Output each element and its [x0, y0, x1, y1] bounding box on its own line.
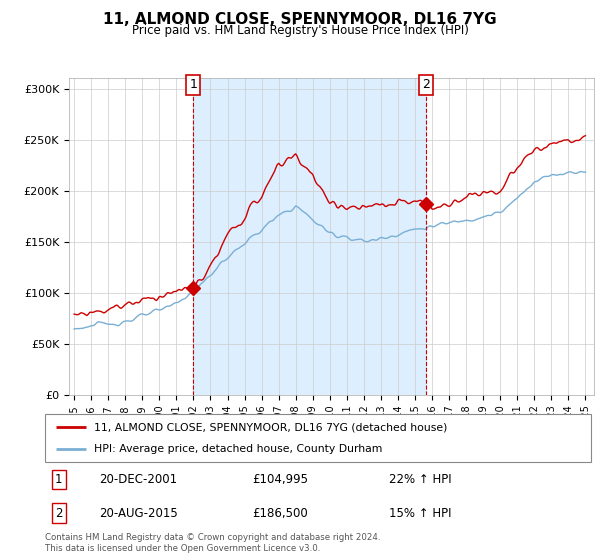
Text: 22% ↑ HPI: 22% ↑ HPI	[389, 473, 452, 486]
Text: 15% ↑ HPI: 15% ↑ HPI	[389, 507, 451, 520]
Text: Contains HM Land Registry data © Crown copyright and database right 2024.
This d: Contains HM Land Registry data © Crown c…	[45, 533, 380, 553]
Text: 1: 1	[190, 78, 197, 91]
Bar	[193, 78, 426, 395]
Text: 1: 1	[55, 473, 62, 486]
Text: 2: 2	[55, 507, 62, 520]
Text: 2: 2	[422, 78, 430, 91]
FancyBboxPatch shape	[45, 414, 591, 462]
Text: HPI: Average price, detached house, County Durham: HPI: Average price, detached house, Coun…	[94, 444, 383, 454]
Text: Price paid vs. HM Land Registry's House Price Index (HPI): Price paid vs. HM Land Registry's House …	[131, 24, 469, 37]
Text: £186,500: £186,500	[253, 507, 308, 520]
Text: 20-AUG-2015: 20-AUG-2015	[100, 507, 178, 520]
Text: £104,995: £104,995	[253, 473, 308, 486]
Text: 11, ALMOND CLOSE, SPENNYMOOR, DL16 7YG: 11, ALMOND CLOSE, SPENNYMOOR, DL16 7YG	[103, 12, 497, 27]
Text: 11, ALMOND CLOSE, SPENNYMOOR, DL16 7YG (detached house): 11, ALMOND CLOSE, SPENNYMOOR, DL16 7YG (…	[94, 422, 448, 432]
Text: 20-DEC-2001: 20-DEC-2001	[100, 473, 178, 486]
